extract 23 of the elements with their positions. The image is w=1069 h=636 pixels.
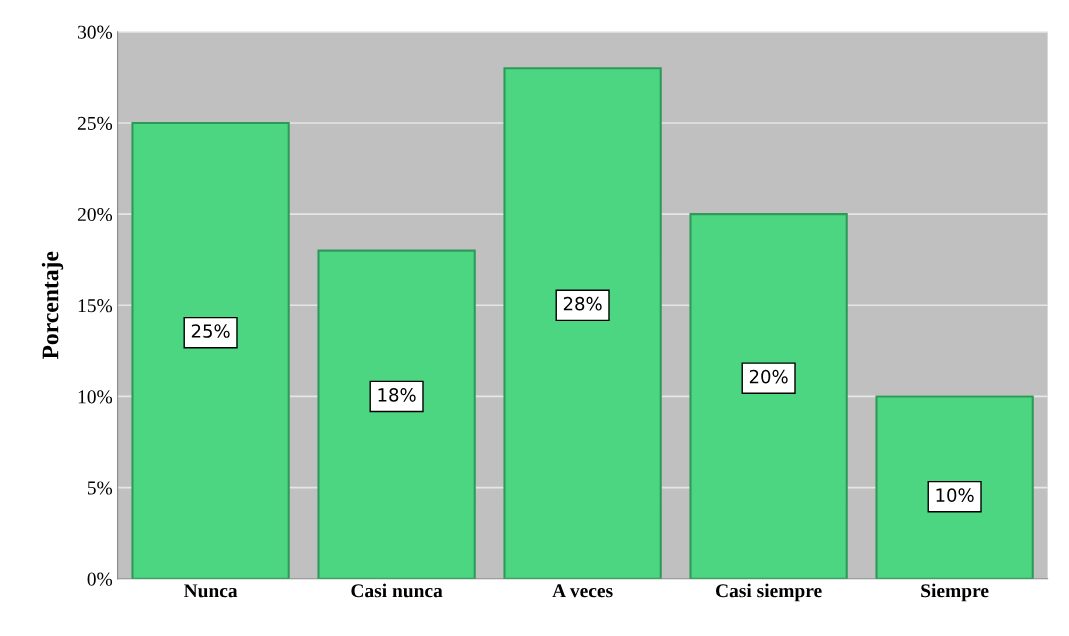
x-tick-label: Siempre (921, 583, 989, 602)
y-tick-label: 10% (78, 390, 113, 404)
y-tick-label: 25% (77, 116, 113, 130)
bar (689, 213, 848, 579)
y-axis-title: Porcentaje (41, 251, 64, 360)
y-tick-label: 5% (87, 481, 113, 495)
data-label: 10% (936, 488, 974, 502)
x-tick-label: Casi siempre (716, 583, 822, 602)
y-tick-label: 20% (77, 207, 113, 222)
y-tick-label: 30% (78, 25, 113, 39)
y-tick-label: 0% (87, 572, 113, 586)
x-tick-label: Casi nunca (351, 583, 443, 598)
data-label: 28% (563, 296, 602, 311)
data-label: 25% (191, 324, 230, 338)
x-tick-label: Nunca (183, 584, 238, 598)
data-label: 18% (378, 388, 416, 402)
bar (317, 249, 476, 579)
bar (875, 395, 1034, 579)
data-label: 20% (749, 369, 788, 384)
bar (131, 121, 290, 579)
y-tick-label: 15% (78, 299, 113, 313)
bar (503, 67, 662, 579)
x-tick-label: A veces (552, 584, 613, 598)
